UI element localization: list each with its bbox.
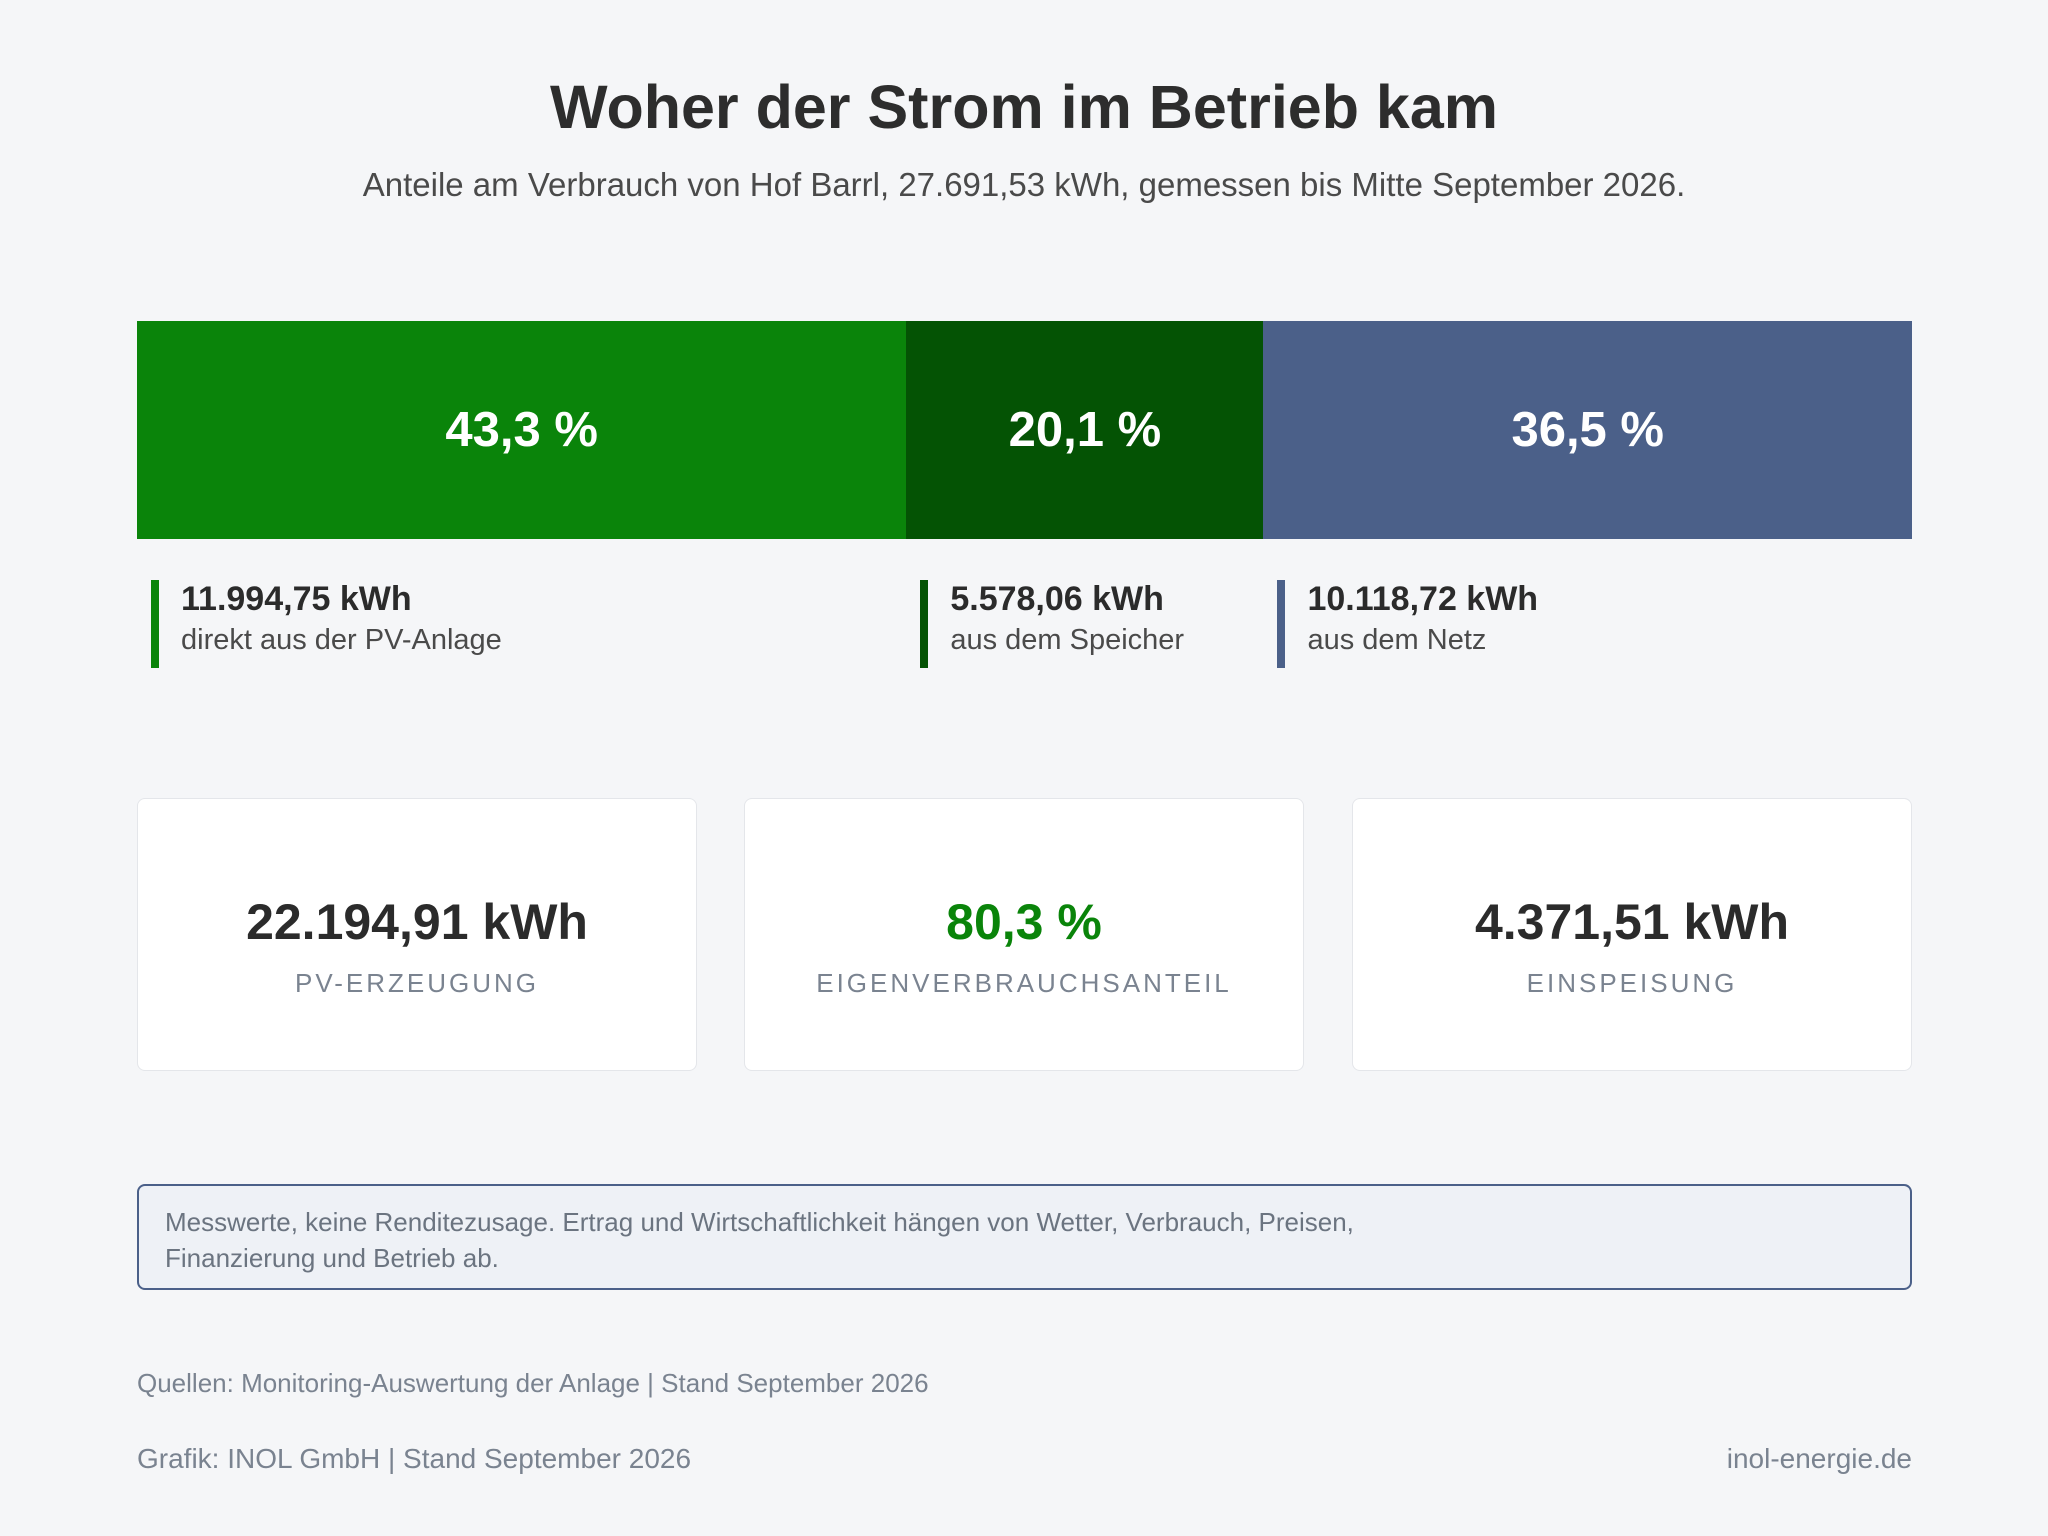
disclaimer-note: Messwerte, keine Renditezusage. Ertrag u… xyxy=(137,1184,1912,1290)
kpi-value: 22.194,91 kWh xyxy=(246,894,588,950)
chart-title: Woher der Strom im Betrieb kam xyxy=(549,73,1498,141)
legend-item-pv: 11.994,75 kWh direkt aus der PV-Anlage xyxy=(151,580,502,668)
kpi-label: EIGENVERBRAUCHSANTEIL xyxy=(816,968,1232,998)
kpi-label: EINSPEISUNG xyxy=(1526,968,1738,998)
segment-percent-label: 43,3 % xyxy=(445,403,598,457)
legend-item-storage: 5.578,06 kWh aus dem Speicher xyxy=(920,580,1184,668)
kpi-value: 80,3 % xyxy=(946,894,1102,950)
stacked-bar: 43,3 % 20,1 % 36,5 % xyxy=(137,321,1912,539)
bar-segment-pv: 43,3 % xyxy=(137,321,907,539)
disclaimer-line: Finanzierung und Betrieb ab. xyxy=(165,1243,499,1273)
legend-source-label: aus dem Speicher xyxy=(950,624,1185,656)
legend-item-grid: 10.118,72 kWh aus dem Netz xyxy=(1277,580,1538,668)
kpi-card-self-consumption: 80,3 % EIGENVERBRAUCHSANTEIL xyxy=(744,798,1304,1071)
segment-percent-label: 20,1 % xyxy=(1008,403,1162,457)
bar-segment-storage: 20,1 % xyxy=(906,321,1264,539)
legend-source-label: direkt aus der PV-Anlage xyxy=(181,624,502,656)
legend-kwh-value: 10.118,72 kWh xyxy=(1307,580,1539,618)
kpi-label: PV-ERZEUGUNG xyxy=(294,968,540,998)
segment-percent-label: 36,5 % xyxy=(1511,403,1664,457)
kpi-card-feed-in: 4.371,51 kWh EINSPEISUNG xyxy=(1352,798,1912,1071)
bar-segment-grid: 36,5 % xyxy=(1263,321,1912,539)
sources-text: Quellen: Monitoring-Auswertung der Anlag… xyxy=(137,1368,929,1398)
legend-source-label: aus dem Netz xyxy=(1307,624,1487,656)
chart-subtitle: Anteile am Verbrauch von Hof Barrl, 27.6… xyxy=(362,166,1686,203)
legend-kwh-value: 5.578,06 kWh xyxy=(950,580,1164,618)
website-link[interactable]: inol-energie.de xyxy=(1726,1443,1912,1474)
kpi-value: 4.371,51 kWh xyxy=(1474,894,1790,950)
disclaimer-line: Messwerte, keine Renditezusage. Ertrag u… xyxy=(165,1207,1354,1237)
kpi-card-pv-generation: 22.194,91 kWh PV-ERZEUGUNG xyxy=(137,798,697,1071)
graphic-credit: Grafik: INOL GmbH | Stand September 2026 xyxy=(137,1443,692,1474)
legend-kwh-value: 11.994,75 kWh xyxy=(181,580,412,618)
